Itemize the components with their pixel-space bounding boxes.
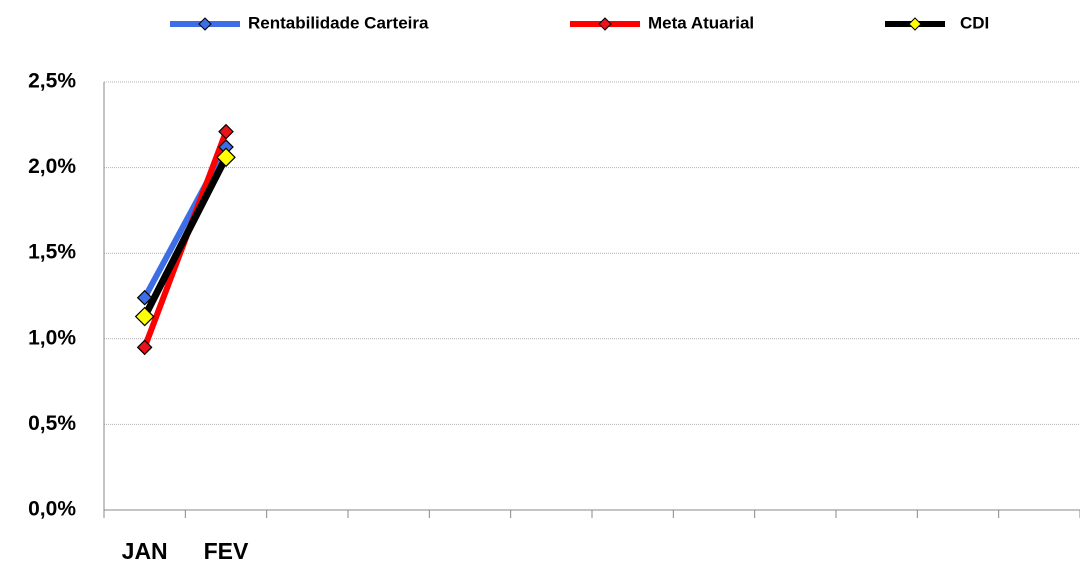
y-tick-label: 1,0% <box>28 326 76 349</box>
x-tick-label: FEV <box>204 538 249 564</box>
legend-label: Meta Atuarial <box>648 13 754 32</box>
y-tick-label: 1,5% <box>28 241 76 264</box>
data-point <box>136 339 153 356</box>
y-tick-label: 0,0% <box>28 498 76 521</box>
legend-label: CDI <box>960 13 989 32</box>
data-point <box>134 306 155 327</box>
data-point <box>136 289 153 306</box>
legend-marker <box>598 17 612 31</box>
y-tick-label: 2,5% <box>28 70 76 93</box>
x-tick-label: JAN <box>122 538 168 564</box>
legend-label: Rentabilidade Carteira <box>248 13 429 32</box>
data-point <box>216 147 236 168</box>
series-line <box>141 155 230 319</box>
legend-marker <box>908 17 922 31</box>
y-tick-label: 2,0% <box>28 155 76 178</box>
legend-marker <box>198 17 212 31</box>
y-tick-label: 0,5% <box>28 412 76 435</box>
data-point <box>218 123 234 140</box>
